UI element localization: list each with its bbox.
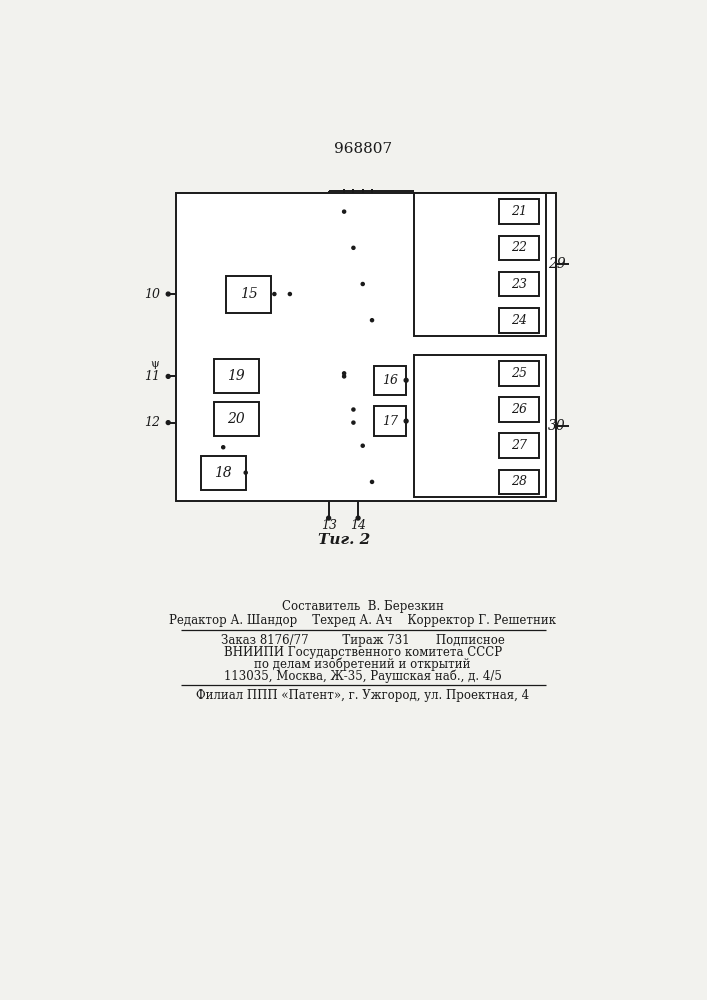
Text: 968807: 968807 bbox=[334, 142, 392, 156]
Text: 28: 28 bbox=[511, 475, 527, 488]
Circle shape bbox=[327, 516, 331, 520]
Bar bbox=[214, 402, 259, 436]
Bar bbox=[499, 308, 539, 333]
Text: 113035, Москва, Ж-35, Раушская наб., д. 4/5: 113035, Москва, Ж-35, Раушская наб., д. … bbox=[224, 669, 502, 683]
Text: Редактор А. Шандор    Техред А. Ач    Корректор Г. Решетник: Редактор А. Шандор Техред А. Ач Корректо… bbox=[169, 614, 556, 627]
Circle shape bbox=[370, 319, 373, 322]
Text: Τиг. 2: Τиг. 2 bbox=[318, 533, 370, 547]
Bar bbox=[201, 456, 246, 490]
Circle shape bbox=[343, 210, 346, 213]
Bar bbox=[499, 470, 539, 494]
Text: 12: 12 bbox=[144, 416, 160, 429]
Bar bbox=[373, 366, 406, 395]
Circle shape bbox=[352, 421, 355, 424]
Bar bbox=[414, 193, 546, 336]
Text: 20: 20 bbox=[228, 412, 245, 426]
Circle shape bbox=[352, 408, 355, 411]
Bar bbox=[226, 276, 271, 312]
Text: 11: 11 bbox=[144, 370, 160, 383]
Text: 15: 15 bbox=[240, 287, 257, 301]
Text: 18: 18 bbox=[214, 466, 232, 480]
Circle shape bbox=[166, 374, 170, 378]
Text: 22: 22 bbox=[511, 241, 527, 254]
Circle shape bbox=[361, 444, 364, 447]
Circle shape bbox=[361, 282, 364, 286]
Circle shape bbox=[404, 378, 408, 382]
Bar bbox=[499, 361, 539, 386]
Text: ВНИИПИ Государственного комитета СССР: ВНИИПИ Государственного комитета СССР bbox=[223, 646, 502, 659]
Text: Филиал ППП «Патент», г. Ужгород, ул. Проектная, 4: Филиал ППП «Патент», г. Ужгород, ул. Про… bbox=[196, 689, 530, 702]
Text: 29: 29 bbox=[548, 257, 566, 271]
Text: Составитель  В. Березкин: Составитель В. Березкин bbox=[282, 600, 444, 613]
Text: 19: 19 bbox=[228, 369, 245, 383]
Text: ψ: ψ bbox=[150, 359, 158, 369]
Bar bbox=[499, 235, 539, 260]
Text: 10: 10 bbox=[144, 288, 160, 301]
Text: 24: 24 bbox=[511, 314, 527, 327]
Circle shape bbox=[166, 292, 170, 296]
Text: 17: 17 bbox=[382, 415, 398, 428]
Circle shape bbox=[273, 292, 276, 296]
Bar bbox=[414, 355, 546, 497]
Bar bbox=[214, 359, 259, 393]
Bar bbox=[499, 397, 539, 422]
Bar bbox=[499, 199, 539, 224]
Bar bbox=[176, 193, 556, 501]
Bar bbox=[499, 433, 539, 458]
Text: 16: 16 bbox=[382, 374, 398, 387]
Circle shape bbox=[222, 446, 225, 449]
Circle shape bbox=[166, 421, 170, 425]
Circle shape bbox=[356, 516, 360, 520]
Circle shape bbox=[343, 375, 346, 378]
Text: 13: 13 bbox=[321, 519, 337, 532]
Text: 27: 27 bbox=[511, 439, 527, 452]
Text: 14: 14 bbox=[350, 519, 366, 532]
Text: 23: 23 bbox=[511, 278, 527, 291]
Circle shape bbox=[404, 419, 408, 423]
Text: по делам изобретений и открытий: по делам изобретений и открытий bbox=[255, 658, 471, 671]
Circle shape bbox=[288, 292, 291, 296]
Text: 30: 30 bbox=[548, 419, 566, 433]
Text: Заказ 8176/77         Тираж 731       Подписное: Заказ 8176/77 Тираж 731 Подписное bbox=[221, 634, 505, 647]
Bar bbox=[499, 272, 539, 296]
Circle shape bbox=[352, 246, 355, 249]
Bar bbox=[373, 406, 406, 436]
Circle shape bbox=[370, 480, 373, 483]
Circle shape bbox=[343, 372, 346, 375]
Text: 21: 21 bbox=[511, 205, 527, 218]
Circle shape bbox=[244, 471, 247, 474]
Text: 25: 25 bbox=[511, 367, 527, 380]
Text: 26: 26 bbox=[511, 403, 527, 416]
